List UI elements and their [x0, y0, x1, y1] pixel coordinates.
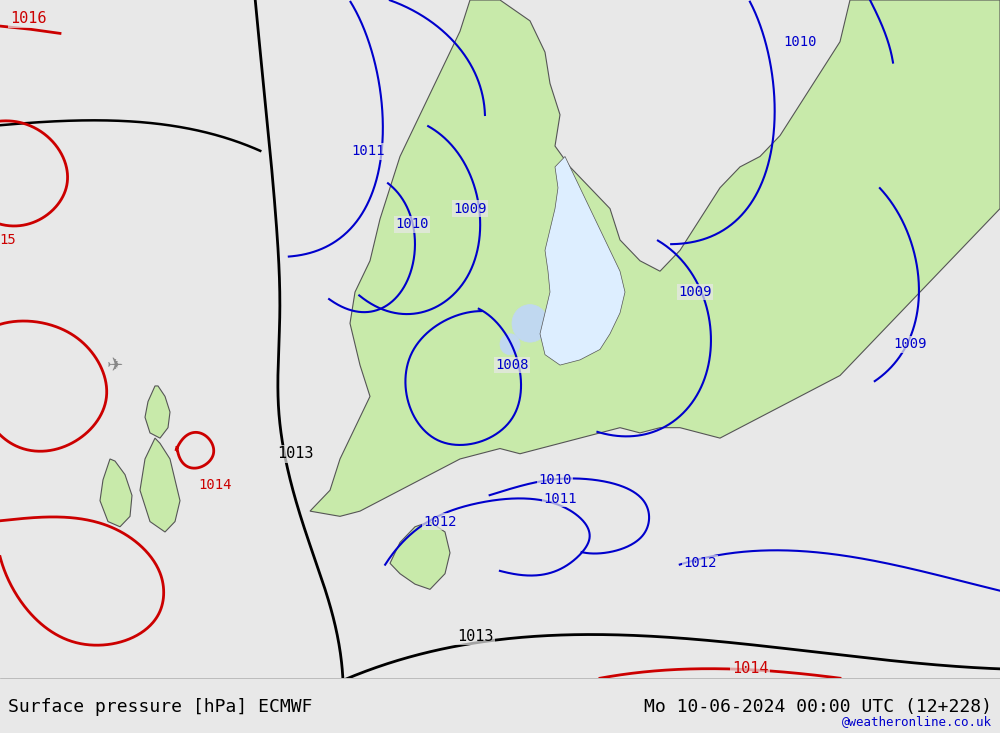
Polygon shape [540, 156, 625, 365]
Text: Surface pressure [hPa] ECMWF: Surface pressure [hPa] ECMWF [8, 698, 312, 716]
Text: 1016: 1016 [10, 11, 46, 26]
Text: 1009: 1009 [453, 202, 487, 216]
Text: 1014: 1014 [198, 478, 232, 492]
Polygon shape [390, 522, 450, 589]
Polygon shape [145, 386, 170, 438]
Text: 1010: 1010 [538, 473, 572, 487]
Text: ✈: ✈ [107, 356, 123, 375]
Polygon shape [100, 459, 132, 527]
Text: 1012: 1012 [683, 556, 717, 570]
Text: 1011: 1011 [543, 492, 577, 506]
Circle shape [512, 305, 548, 342]
Text: 1013: 1013 [277, 446, 313, 461]
Text: 1009: 1009 [678, 285, 712, 299]
Text: 1008: 1008 [495, 358, 529, 372]
Text: 1012: 1012 [423, 515, 457, 528]
Text: 1014: 1014 [732, 661, 768, 676]
Text: 15: 15 [0, 233, 16, 247]
Circle shape [500, 334, 520, 355]
Text: 1013: 1013 [457, 629, 493, 644]
Text: 1011: 1011 [351, 144, 385, 158]
Polygon shape [140, 438, 180, 532]
Text: 1009: 1009 [893, 337, 927, 351]
Text: @weatheronline.co.uk: @weatheronline.co.uk [842, 715, 992, 728]
Text: Mo 10-06-2024 00:00 UTC (12+228): Mo 10-06-2024 00:00 UTC (12+228) [644, 698, 992, 716]
Text: 1010: 1010 [395, 217, 429, 232]
Text: 1010: 1010 [783, 34, 817, 48]
Polygon shape [310, 0, 1000, 516]
